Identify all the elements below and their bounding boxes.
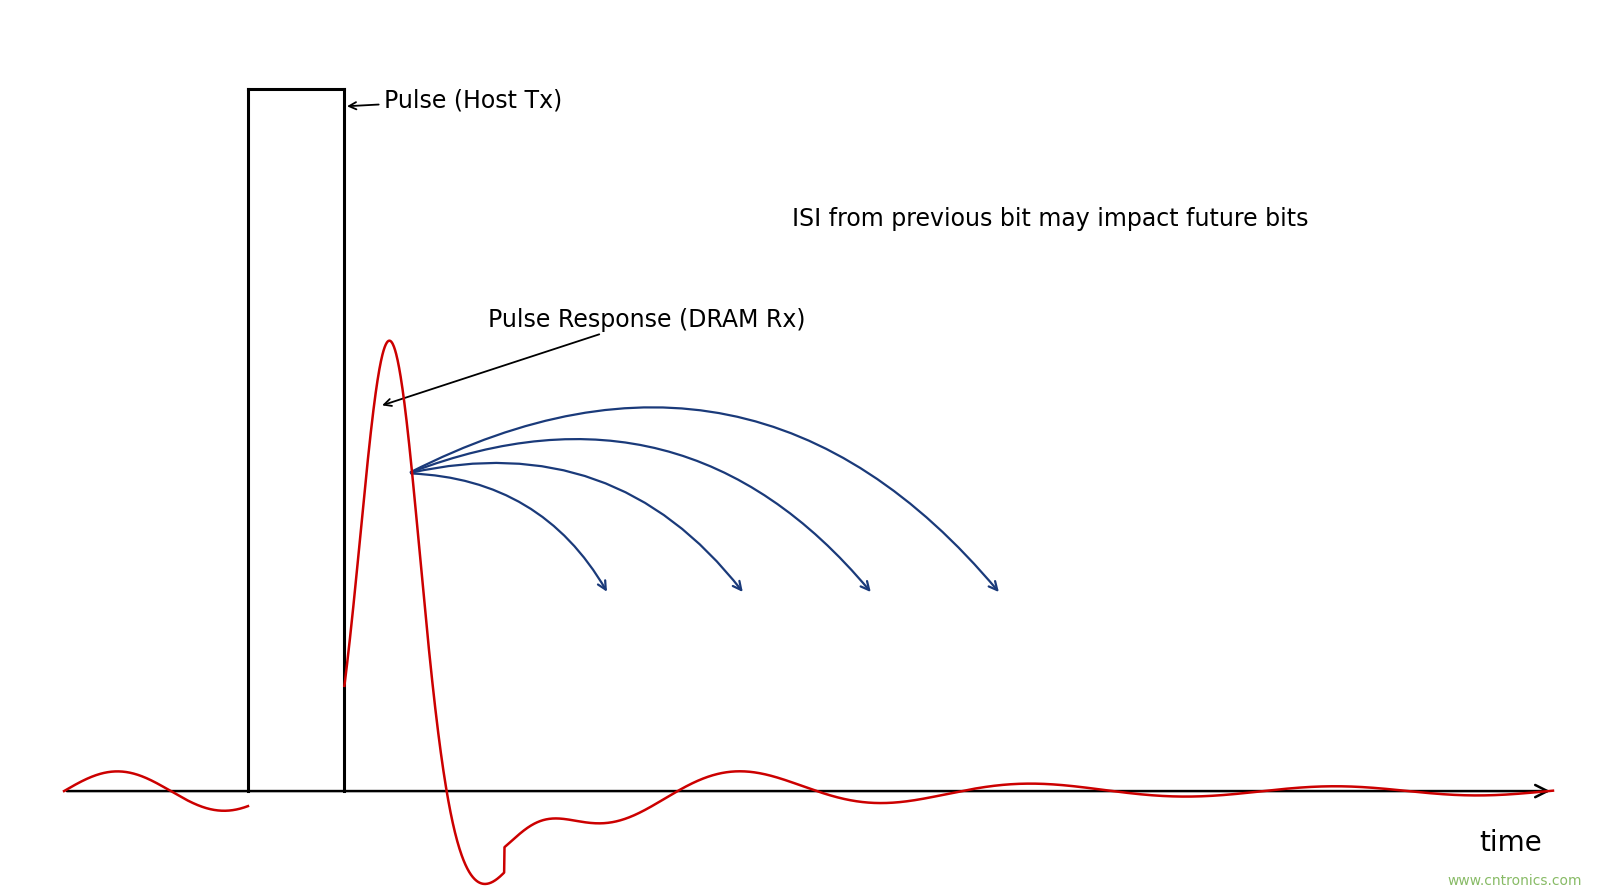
Text: www.cntronics.com: www.cntronics.com xyxy=(1447,873,1582,887)
Text: time: time xyxy=(1479,828,1542,856)
Text: Pulse Response (DRAM Rx): Pulse Response (DRAM Rx) xyxy=(384,308,805,407)
Text: ISI from previous bit may impact future bits: ISI from previous bit may impact future … xyxy=(792,207,1310,231)
Text: Pulse (Host Tx): Pulse (Host Tx) xyxy=(349,89,562,113)
